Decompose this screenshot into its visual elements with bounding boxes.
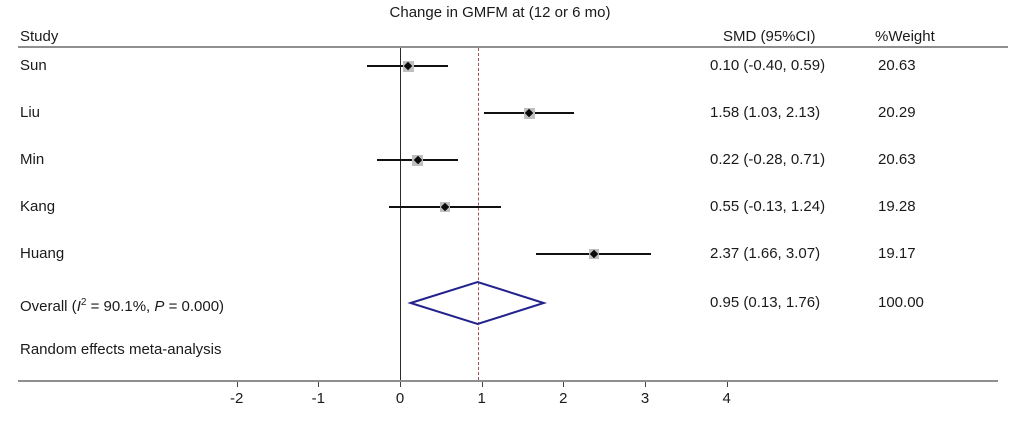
axis-tick-label: 0: [395, 390, 405, 407]
smd-value: 0.10 (-0.40, 0.59): [710, 57, 826, 74]
axis-tick-label: 3: [640, 390, 650, 407]
overall-label: Overall (I2 = 90.1%, P = 0.000): [20, 297, 225, 315]
study-name: Huang: [20, 245, 65, 262]
smd-value: 2.37 (1.66, 3.07): [710, 245, 821, 262]
weight-value: 19.28: [878, 198, 916, 215]
x-axis-line: [18, 380, 998, 382]
study-name: Min: [20, 151, 45, 168]
smd-value: 0.22 (-0.28, 0.71): [710, 151, 826, 168]
zero-reference-line: [400, 48, 401, 380]
axis-tick: [400, 382, 401, 387]
weight-value: 20.29: [878, 104, 916, 121]
axis-tick: [481, 382, 483, 387]
axis-tick: [645, 382, 646, 387]
weight-value: 20.63: [878, 151, 916, 168]
axis-tick-label: -2: [229, 390, 244, 407]
analysis-note: Random effects meta-analysis: [20, 341, 222, 358]
weight-value: 20.63: [878, 57, 916, 74]
study-name: Sun: [20, 57, 47, 74]
axis-tick: [563, 382, 565, 387]
axis-tick-label: 1: [477, 390, 486, 407]
column-header-smd: SMD (95%CI): [723, 28, 816, 45]
study-name: Liu: [20, 104, 41, 121]
axis-tick-label: 2: [559, 390, 568, 407]
axis-tick: [726, 382, 728, 387]
chart-title: Change in GMFM at (12 or 6 mo): [389, 4, 611, 21]
axis-tick-label: 4: [722, 390, 731, 407]
axis-tick: [236, 382, 238, 387]
column-header-study: Study: [20, 28, 59, 45]
overall-estimate-dashed-line: [477, 48, 479, 380]
study-name: Kang: [20, 198, 56, 215]
overall-smd-value: 0.95 (0.13, 1.76): [710, 294, 821, 311]
weight-value: 19.17: [878, 245, 916, 262]
smd-value: 0.55 (-0.13, 1.24): [710, 198, 826, 215]
header-divider-line: [18, 46, 1008, 48]
overall-weight-value: 100.00: [878, 294, 924, 311]
axis-tick-label: -1: [311, 390, 325, 407]
smd-value: 1.58 (1.03, 2.13): [710, 104, 821, 121]
axis-tick: [318, 382, 320, 387]
column-header-weight: %Weight: [875, 28, 935, 45]
